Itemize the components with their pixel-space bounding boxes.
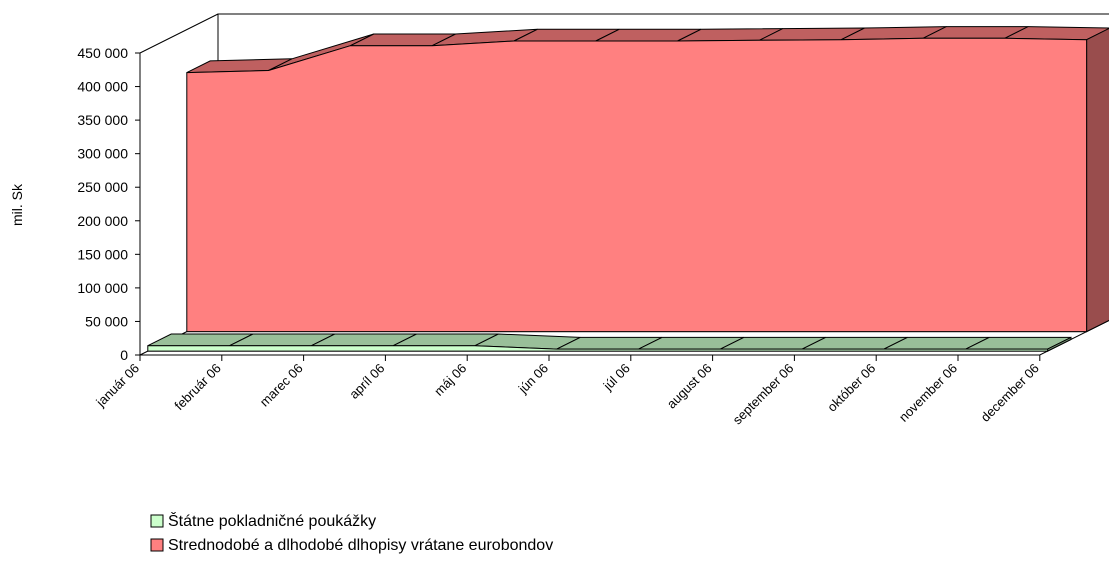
y-axis-label: mil. Sk bbox=[9, 183, 25, 226]
y-tick-label: 100 000 bbox=[77, 280, 128, 296]
x-tick-label: jún 06 bbox=[515, 361, 551, 397]
x-tick-label: apríl 06 bbox=[346, 361, 387, 402]
area bbox=[147, 345, 1049, 352]
y-tick-label: 450 000 bbox=[77, 45, 128, 61]
y-tick-label: 250 000 bbox=[77, 179, 128, 195]
x-tick-label: september 06 bbox=[730, 361, 797, 428]
x-tick-label: december 06 bbox=[978, 361, 1042, 425]
y-tick-label: 150 000 bbox=[77, 246, 128, 262]
legend-swatch bbox=[150, 538, 164, 552]
x-tick-label: august 06 bbox=[664, 361, 715, 412]
y-tick-label: 200 000 bbox=[77, 213, 128, 229]
x-tick-label: marec 06 bbox=[257, 361, 306, 410]
x-tick-label: október 06 bbox=[824, 361, 878, 415]
x-tick-label: február 06 bbox=[171, 361, 224, 414]
y-tick-label: 50 000 bbox=[85, 313, 128, 329]
x-tick-label: máj 06 bbox=[431, 361, 469, 399]
legend-label: Strednodobé a dlhodobé dlhopisy vrátane … bbox=[168, 537, 553, 554]
y-tick-label: 300 000 bbox=[77, 146, 128, 162]
x-tick-label: júl 06 bbox=[600, 361, 633, 394]
y-tick-label: 400 000 bbox=[77, 79, 128, 95]
side-edge bbox=[139, 13, 219, 54]
y-tick-label: 350 000 bbox=[77, 112, 128, 128]
x-tick-label: január 06 bbox=[92, 361, 142, 411]
area-side bbox=[1086, 27, 1109, 333]
x-tick-label: november 06 bbox=[896, 361, 960, 425]
area bbox=[186, 37, 1088, 333]
y-tick-label: 0 bbox=[120, 347, 128, 363]
legend-label: Štátne pokladničné poukážky bbox=[168, 511, 376, 530]
legend-swatch bbox=[150, 514, 164, 528]
